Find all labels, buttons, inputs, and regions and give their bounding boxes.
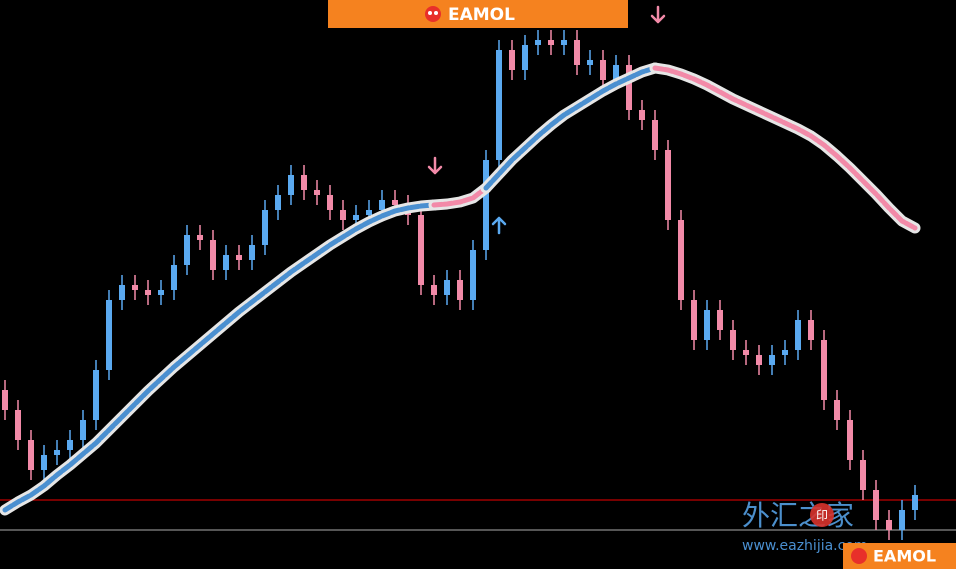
candle-body: [886, 520, 892, 530]
candle-body: [912, 495, 918, 510]
candle-body: [652, 120, 658, 150]
candle-body: [483, 160, 489, 250]
candle-body: [834, 400, 840, 420]
candle-body: [626, 65, 632, 110]
candle-body: [418, 215, 424, 285]
candle-body: [678, 220, 684, 300]
buy-arrow: [491, 216, 507, 235]
footer-logo: EAMOL: [843, 543, 956, 569]
watermark-title: 外汇之家: [742, 499, 854, 532]
candle-body: [561, 40, 567, 45]
candle-body: [717, 310, 723, 330]
candle-body: [210, 240, 216, 270]
candle-body: [470, 250, 476, 300]
candle-body: [704, 310, 710, 340]
candle-body: [444, 280, 450, 295]
candle-body: [795, 320, 801, 350]
ma-line: [652, 65, 918, 231]
watermark: 外汇之家 印 www.eazhijia.com: [742, 499, 868, 554]
ma-line: [483, 65, 658, 191]
candle-body: [106, 300, 112, 370]
banner-logo-text: EAMOL: [448, 5, 515, 25]
candle-body: [392, 200, 398, 205]
candle-body: [457, 280, 463, 300]
candle-body: [119, 285, 125, 300]
sell-arrow: [650, 5, 666, 24]
candle-body: [769, 355, 775, 365]
candle-body: [67, 440, 73, 450]
candle-body: [665, 150, 671, 220]
candle-body: [379, 200, 385, 210]
candle-body: [639, 110, 645, 120]
candle-body: [613, 65, 619, 80]
candle-body: [197, 235, 203, 240]
candle-body: [132, 285, 138, 290]
candle-body: [41, 455, 47, 470]
candle-body: [249, 245, 255, 260]
plot-area: [0, 30, 956, 540]
candle-body: [756, 355, 762, 365]
candle-body: [691, 300, 697, 340]
candle-body: [327, 195, 333, 210]
footer-logo-text: EAMOL: [873, 547, 936, 566]
candle-body: [366, 210, 372, 215]
sell-arrow: [427, 156, 443, 175]
ma-halo: [649, 62, 921, 234]
candle-body: [509, 50, 515, 70]
candle-body: [743, 350, 749, 355]
watermark-icon-bg: [810, 503, 834, 527]
candle-body: [587, 60, 593, 65]
candle-body: [600, 60, 606, 80]
candle-body: [340, 210, 346, 220]
logo-eye: [434, 11, 438, 15]
candle-body: [860, 460, 866, 490]
candle-body: [93, 370, 99, 420]
candle-body: [158, 290, 164, 295]
candle-body: [145, 290, 151, 295]
candle-body: [2, 390, 8, 410]
candle-body: [808, 320, 814, 340]
candle-body: [262, 210, 268, 245]
candle-body: [15, 410, 21, 440]
candle-body: [496, 50, 502, 160]
candle-body: [574, 40, 580, 65]
candle-body: [314, 190, 320, 195]
watermark-icon: 印: [816, 509, 828, 523]
ma-line: [2, 202, 437, 513]
watermark-url: www.eazhijia.com: [742, 538, 868, 554]
ma-line: [431, 185, 489, 208]
candle-body: [821, 340, 827, 400]
candle-body: [223, 255, 229, 270]
candle-body: [431, 285, 437, 295]
signal-arrows: [427, 5, 666, 235]
candle-body: [171, 265, 177, 290]
candle-body: [782, 350, 788, 355]
banner: EAMOL: [328, 0, 628, 28]
logo-icon: [851, 548, 867, 564]
candle-body: [353, 215, 359, 220]
candle-body: [236, 255, 242, 260]
candle-body: [522, 45, 528, 70]
candle-body: [301, 175, 307, 190]
logo-eye: [428, 11, 432, 15]
candle-body: [275, 195, 281, 210]
candle-body: [535, 40, 541, 45]
candle-body: [80, 420, 86, 440]
candle-body: [873, 490, 879, 520]
candle-body: [847, 420, 853, 460]
candle-body: [548, 40, 554, 45]
candle-body: [288, 175, 294, 195]
banner-bg: [328, 0, 628, 28]
candle-body: [899, 510, 905, 530]
candle-body: [28, 440, 34, 470]
candle-body: [54, 450, 60, 455]
candle-body: [730, 330, 736, 350]
candle-body: [184, 235, 190, 265]
logo-icon: [425, 6, 441, 22]
